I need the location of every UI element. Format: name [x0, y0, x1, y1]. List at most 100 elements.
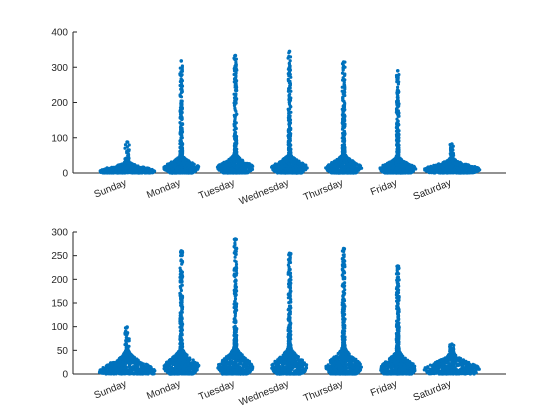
data-point — [172, 171, 176, 175]
data-point — [397, 129, 401, 133]
data-point — [241, 171, 245, 175]
data-point — [455, 162, 459, 166]
data-point — [449, 153, 453, 158]
data-point — [469, 171, 473, 175]
data-point — [460, 171, 464, 175]
data-point — [441, 165, 445, 169]
data-point — [180, 148, 184, 152]
data-point — [126, 157, 130, 161]
data-point — [233, 103, 237, 107]
data-point-max — [395, 69, 400, 73]
x-tick-label-wednesday: Wednesday — [238, 178, 291, 208]
data-point — [180, 106, 184, 110]
data-point — [396, 149, 400, 153]
data-point — [234, 57, 238, 61]
data-point — [289, 151, 293, 155]
data-point — [288, 68, 292, 72]
data-point — [395, 106, 399, 110]
data-point — [292, 156, 296, 160]
data-point — [133, 163, 137, 167]
data-point — [343, 90, 347, 94]
data-point — [179, 161, 183, 165]
data-point — [391, 166, 395, 170]
data-point — [190, 161, 194, 165]
swarm-saturday — [423, 142, 482, 175]
data-point — [180, 99, 184, 103]
data-point — [179, 87, 183, 91]
data-point — [379, 166, 383, 170]
data-point — [476, 166, 480, 170]
data-point — [132, 171, 136, 175]
data-point — [124, 166, 128, 170]
data-point — [341, 96, 345, 100]
data-point-max — [287, 49, 292, 54]
data-point — [430, 165, 434, 169]
data-point — [244, 171, 248, 175]
x-tick-label-monday: Monday — [145, 178, 182, 202]
data-point — [341, 134, 345, 138]
data-point — [391, 158, 395, 162]
swarm-tuesday — [215, 53, 255, 175]
data-point — [395, 100, 399, 105]
data-point — [385, 164, 390, 168]
data-point — [396, 166, 400, 170]
data-point — [288, 121, 293, 125]
data-point — [180, 116, 184, 120]
data-point — [146, 169, 150, 173]
data-point — [341, 66, 345, 70]
data-point — [180, 79, 184, 83]
data-point — [181, 158, 185, 162]
data-point — [232, 144, 236, 148]
data-point — [410, 163, 414, 167]
data-point — [341, 153, 345, 157]
data-point — [342, 144, 346, 148]
data-point — [333, 168, 337, 172]
data-point — [395, 142, 399, 146]
data-point — [383, 170, 387, 174]
data-point — [232, 128, 236, 132]
data-point — [342, 72, 346, 76]
data-point — [473, 165, 477, 169]
data-point — [444, 162, 448, 167]
data-point — [194, 169, 198, 173]
data-point — [461, 167, 465, 171]
data-point — [341, 77, 346, 81]
y-tick-label: 200 — [51, 275, 68, 286]
data-point — [394, 171, 398, 175]
data-point — [341, 117, 345, 121]
data-point — [111, 171, 115, 175]
data-point — [180, 84, 185, 88]
data-point — [138, 166, 142, 170]
data-point — [191, 166, 195, 170]
data-point — [394, 73, 399, 78]
data-point — [233, 121, 237, 125]
data-point — [104, 372, 108, 376]
y-tick-label: 400 — [51, 28, 68, 39]
data-point — [233, 134, 237, 138]
data-point — [396, 146, 400, 150]
data-point — [289, 105, 293, 109]
data-point — [121, 167, 125, 171]
data-point — [381, 163, 385, 167]
data-point — [476, 168, 480, 173]
data-point — [125, 151, 129, 155]
data-point — [234, 99, 238, 103]
data-point — [151, 170, 155, 175]
data-point — [235, 166, 239, 170]
data-point — [398, 171, 403, 175]
data-point — [223, 165, 227, 169]
data-point — [240, 158, 244, 162]
data-point — [287, 72, 292, 76]
data-point — [435, 169, 439, 173]
data-point-max — [179, 59, 184, 63]
data-point — [248, 168, 252, 172]
data-point — [335, 166, 339, 170]
data-point — [180, 136, 184, 140]
x-tick-label-thursday: Thursday — [302, 178, 345, 204]
data-point — [385, 170, 390, 174]
data-point — [342, 161, 346, 165]
data-point — [400, 164, 404, 169]
y-tick-label: 300 — [51, 63, 68, 74]
data-point — [397, 133, 401, 137]
